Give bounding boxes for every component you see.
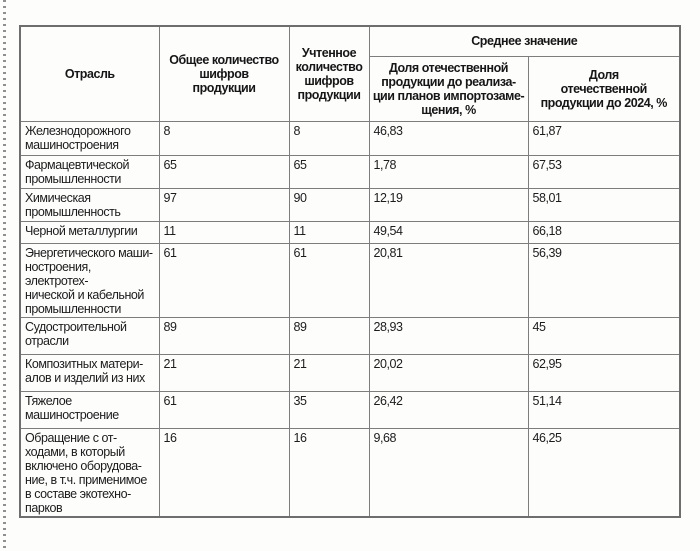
share-before-plans-cell: 28,93	[368, 316, 529, 355]
industry-cell: Химическая промышленность	[19, 187, 160, 222]
total-codes-cell: 97	[158, 187, 290, 222]
industry-cell: Судостроительной отрасли	[19, 316, 160, 355]
share-before-plans-cell: 12,19	[368, 187, 529, 222]
industry-share-table-container: Отрасль Общее количество шифров продукци…	[19, 25, 682, 518]
total-codes-cell: 61	[158, 242, 290, 318]
share-before-plans-cell: 46,83	[368, 120, 529, 156]
share-before-plans-cell: 20,81	[368, 242, 529, 318]
industry-cell: Энергетического маши- ностроения, электр…	[19, 242, 160, 318]
industry-share-table: Отрасль Общее количество шифров продукци…	[19, 25, 682, 518]
share-by-2024-cell: 58,01	[527, 187, 681, 222]
col-header-counted-codes: Учтенное количество шифров продукции	[288, 25, 370, 122]
share-by-2024-cell: 56,39	[527, 242, 681, 318]
table-row: Композитных матери- алов и изделий из ни…	[19, 353, 681, 392]
counted-codes-cell: 16	[288, 427, 370, 517]
col-header-industry: Отрасль	[19, 25, 160, 122]
industry-cell: Тяжелое машиностроение	[19, 390, 160, 429]
share-before-plans-cell: 9,68	[368, 427, 529, 517]
table-row: Железнодорожного машиностроения 8 8 46,8…	[19, 120, 681, 156]
table-row: Черной металлургии 11 11 49,54 66,18	[19, 220, 681, 244]
counted-codes-cell: 8	[288, 120, 370, 156]
industry-cell: Композитных матери- алов и изделий из ни…	[19, 353, 160, 392]
total-codes-cell: 16	[158, 427, 290, 517]
table-row: Обращение с от- ходами, в который включе…	[19, 427, 681, 517]
counted-codes-cell: 11	[288, 220, 370, 244]
counted-codes-cell: 89	[288, 316, 370, 355]
share-by-2024-cell: 62,95	[527, 353, 681, 392]
counted-codes-cell: 61	[288, 242, 370, 318]
page-margin-dotted-line	[3, 0, 6, 551]
table-row: Фармацевтической промышленности 65 65 1,…	[19, 154, 681, 189]
header-row-sub: Доля отечественной продукции до реализа-…	[20, 55, 681, 122]
total-codes-cell: 65	[158, 154, 290, 189]
total-codes-cell: 61	[158, 390, 290, 429]
share-before-plans-cell: 49,54	[368, 220, 529, 244]
industry-cell: Железнодорожного машиностроения	[19, 120, 160, 156]
share-by-2024-cell: 45	[527, 316, 681, 355]
total-codes-cell: 21	[158, 353, 290, 392]
total-codes-cell: 11	[158, 220, 290, 244]
industry-cell: Обращение с от- ходами, в который включе…	[19, 427, 160, 517]
table-row: Химическая промышленность 97 90 12,19 58…	[19, 187, 681, 222]
total-codes-cell: 89	[158, 316, 290, 355]
share-by-2024-cell: 51,14	[527, 390, 681, 429]
header-row-group: Отрасль Общее количество шифров продукци…	[19, 25, 681, 122]
table-row: Энергетического маши- ностроения, электр…	[19, 242, 681, 318]
counted-codes-cell: 65	[288, 154, 370, 189]
share-by-2024-cell: 61,87	[527, 120, 681, 156]
col-header-share-by-2024: Доля отечественной продукции до 2024, %	[527, 55, 681, 122]
col-header-average-group: Среднее значение	[368, 25, 681, 57]
table-row: Тяжелое машиностроение 61 35 26,42 51,14	[19, 390, 681, 429]
share-before-plans-cell: 26,42	[368, 390, 529, 429]
total-codes-cell: 8	[158, 120, 290, 156]
counted-codes-cell: 21	[288, 353, 370, 392]
table-row: Судостроительной отрасли 89 89 28,93 45	[19, 316, 681, 355]
industry-cell: Фармацевтической промышленности	[19, 154, 160, 189]
share-before-plans-cell: 20,02	[368, 353, 529, 392]
share-by-2024-cell: 67,53	[527, 154, 681, 189]
counted-codes-cell: 35	[288, 390, 370, 429]
share-by-2024-cell: 46,25	[527, 427, 681, 517]
share-before-plans-cell: 1,78	[368, 154, 529, 189]
counted-codes-cell: 90	[288, 187, 370, 222]
industry-cell: Черной металлургии	[19, 220, 160, 244]
share-by-2024-cell: 66,18	[527, 220, 681, 244]
col-header-total-codes: Общее количество шифров продукции	[158, 25, 290, 122]
col-header-share-before-plans: Доля отечественной продукции до реализа-…	[368, 55, 529, 122]
